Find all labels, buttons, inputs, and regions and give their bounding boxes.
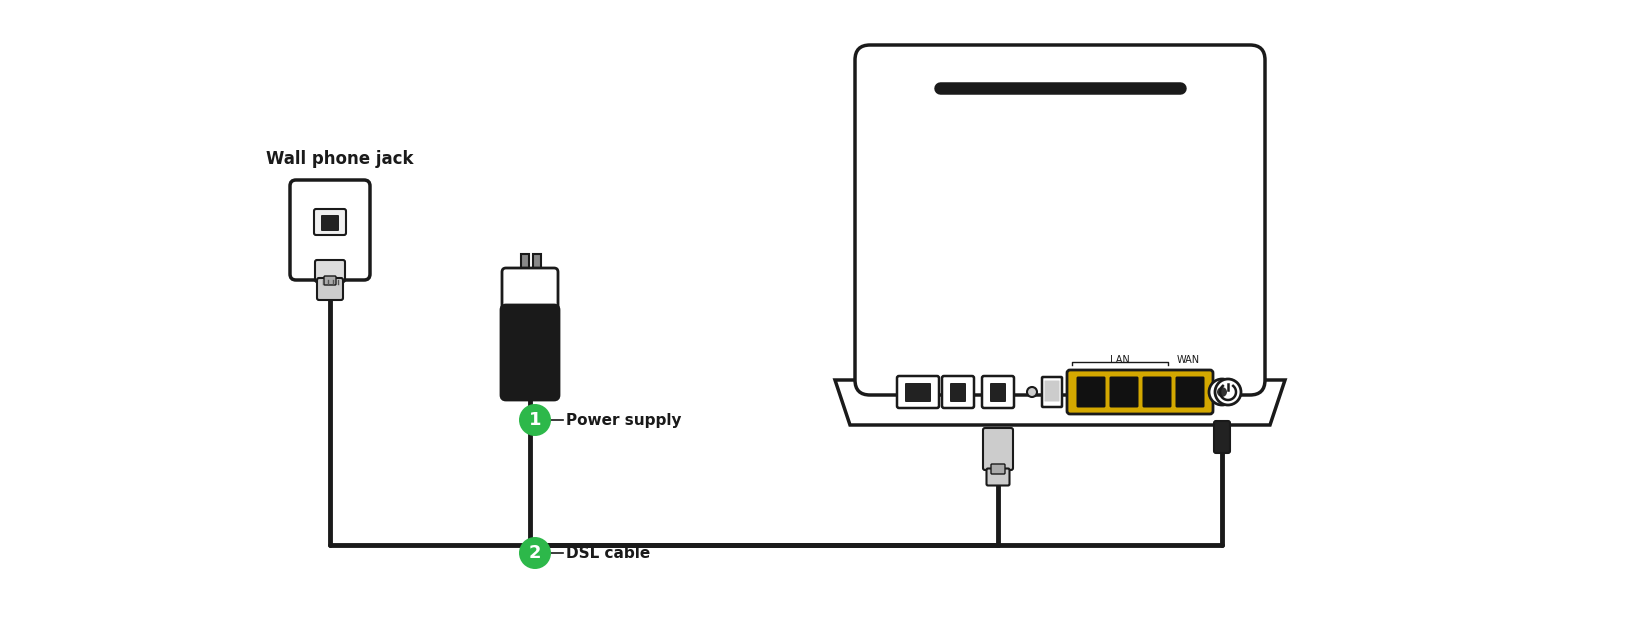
Text: WAN: WAN — [1177, 355, 1200, 365]
Bar — [533, 254, 541, 274]
Circle shape — [518, 404, 551, 436]
Circle shape — [1027, 387, 1037, 397]
Circle shape — [518, 537, 551, 569]
FancyBboxPatch shape — [1215, 421, 1230, 453]
FancyBboxPatch shape — [324, 276, 337, 285]
FancyBboxPatch shape — [1176, 376, 1205, 408]
FancyBboxPatch shape — [502, 268, 558, 314]
Text: DSL cable: DSL cable — [566, 545, 651, 561]
FancyBboxPatch shape — [983, 376, 1014, 408]
FancyBboxPatch shape — [950, 383, 966, 402]
Circle shape — [1215, 379, 1241, 405]
FancyBboxPatch shape — [991, 464, 1006, 474]
FancyBboxPatch shape — [1045, 381, 1059, 401]
FancyBboxPatch shape — [314, 209, 347, 235]
FancyBboxPatch shape — [942, 376, 974, 408]
Bar — [522, 254, 530, 274]
FancyBboxPatch shape — [1076, 376, 1105, 408]
FancyBboxPatch shape — [320, 215, 338, 231]
Text: 2: 2 — [528, 544, 541, 562]
Circle shape — [1208, 379, 1234, 405]
FancyBboxPatch shape — [1143, 376, 1172, 408]
FancyBboxPatch shape — [991, 383, 1006, 402]
FancyBboxPatch shape — [986, 468, 1009, 486]
FancyBboxPatch shape — [500, 305, 559, 400]
Text: Wall phone jack: Wall phone jack — [267, 150, 414, 168]
FancyBboxPatch shape — [855, 45, 1265, 395]
Text: LAN: LAN — [1110, 355, 1130, 365]
Text: 1: 1 — [528, 411, 541, 429]
FancyBboxPatch shape — [317, 278, 343, 300]
FancyBboxPatch shape — [1041, 377, 1063, 407]
FancyBboxPatch shape — [1068, 370, 1213, 414]
FancyBboxPatch shape — [1110, 376, 1138, 408]
FancyBboxPatch shape — [898, 376, 938, 408]
FancyBboxPatch shape — [983, 428, 1014, 470]
FancyBboxPatch shape — [906, 383, 930, 402]
FancyBboxPatch shape — [289, 180, 370, 280]
FancyBboxPatch shape — [316, 260, 345, 282]
Polygon shape — [835, 380, 1285, 425]
Text: Power supply: Power supply — [566, 413, 682, 428]
Circle shape — [1216, 387, 1226, 397]
